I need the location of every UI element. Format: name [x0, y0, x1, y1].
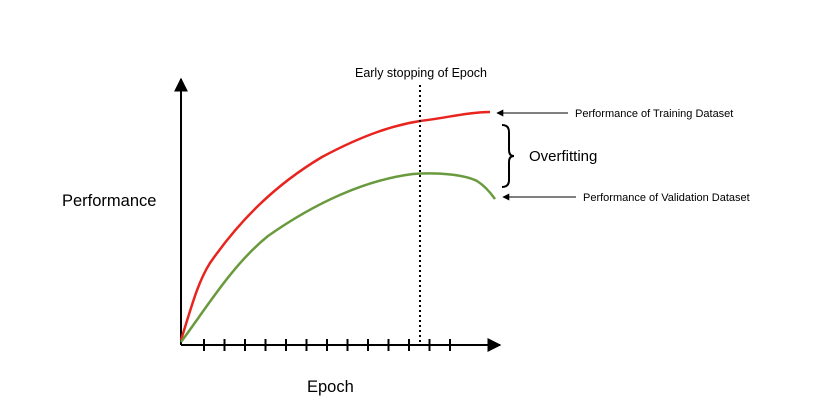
x-axis-label: Epoch — [307, 378, 354, 396]
overfitting-brace — [501, 124, 515, 188]
validation-annotation-label: Performance of Validation Dataset — [583, 192, 750, 204]
validation-curve — [179, 172, 497, 343]
y-axis-label: Performance — [62, 192, 156, 210]
overfitting-label: Overfitting — [529, 148, 597, 165]
training-annotation-label: Performance of Training Dataset — [575, 108, 733, 120]
x-axis-ticks — [203, 339, 451, 351]
early-stopping-label: Early stopping of Epoch — [355, 66, 487, 80]
training-curve — [179, 110, 491, 341]
